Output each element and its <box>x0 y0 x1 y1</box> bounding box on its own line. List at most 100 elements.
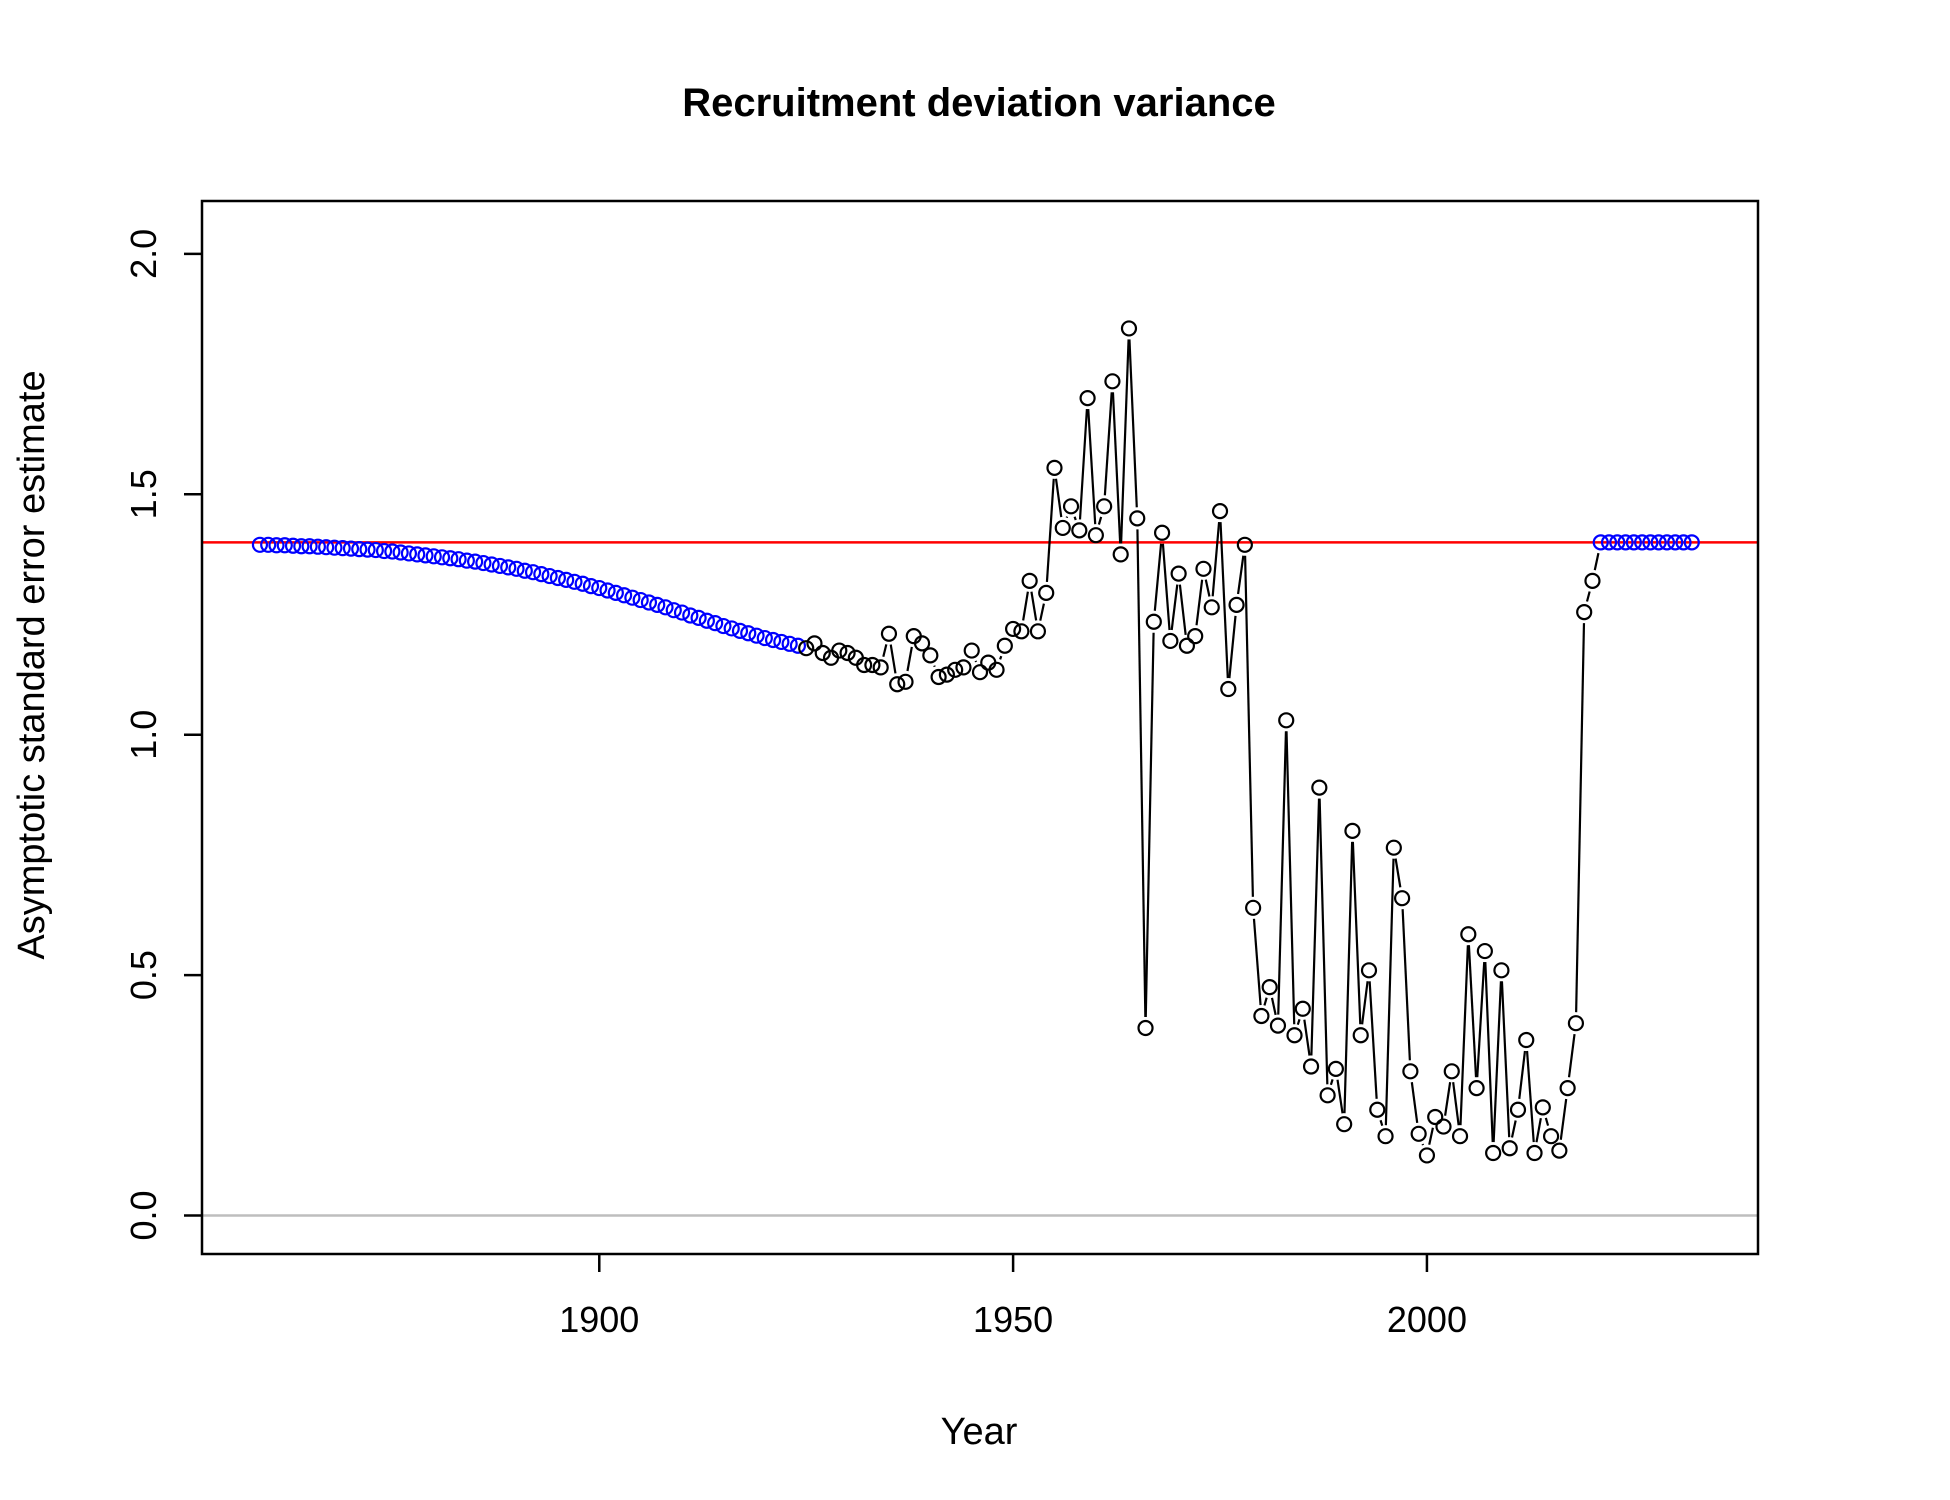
y-axis-label: Asymptotic standard error estimate <box>11 370 53 959</box>
connector-segment <box>1394 858 1402 888</box>
point-early-1893 <box>533 566 550 583</box>
point-main-2012 <box>1518 1031 1535 1049</box>
point-early-1875 <box>384 543 401 560</box>
point-main-1982 <box>1269 1017 1287 1034</box>
point-main-1975 <box>1211 503 1229 520</box>
point-main-1974 <box>1203 599 1220 616</box>
connector-segment <box>1484 962 1494 1143</box>
point-main-1925 <box>798 640 815 657</box>
point-main-1963 <box>1112 546 1129 563</box>
point-early-1890 <box>508 560 525 577</box>
point-main-1987 <box>1311 779 1328 796</box>
x-axis-label: Year <box>941 1411 1018 1453</box>
point-early-1877 <box>400 545 418 562</box>
point-main-2007 <box>1476 942 1493 960</box>
point-main-1950 <box>1005 620 1022 638</box>
point-main-1995 <box>1377 1128 1394 1145</box>
connector-segment <box>1087 409 1097 525</box>
connector-segment <box>1277 731 1288 1015</box>
connector-segment <box>1030 591 1038 621</box>
point-early-1900 <box>591 579 608 597</box>
point-main-1967 <box>1145 613 1162 630</box>
point-main-1977 <box>1228 596 1245 613</box>
point-main-1934 <box>872 659 889 676</box>
connector-segment <box>1318 798 1329 1085</box>
point-main-2018 <box>1567 1015 1585 1032</box>
connector-segment <box>1544 1117 1550 1126</box>
point-main-1976 <box>1220 680 1237 698</box>
point-early-1867 <box>318 539 335 556</box>
connector-segment <box>889 644 897 674</box>
point-main-2005 <box>1460 926 1477 943</box>
point-main-2017 <box>1559 1080 1576 1097</box>
point-forecast-2028 <box>1650 534 1667 551</box>
point-main-1966 <box>1137 1019 1154 1037</box>
connector-segment <box>1153 543 1163 611</box>
point-early-1892 <box>524 564 542 581</box>
point-early-1869 <box>334 540 351 557</box>
point-forecast-2032 <box>1683 534 1700 551</box>
point-early-1873 <box>367 541 384 559</box>
point-forecast-2022 <box>1600 534 1618 551</box>
connector-segment <box>1296 1018 1301 1026</box>
point-early-1919 <box>748 627 765 644</box>
point-early-1899 <box>582 578 600 595</box>
point-forecast-2024 <box>1617 534 1634 551</box>
point-main-1961 <box>1096 498 1113 515</box>
point-main-1989 <box>1327 1060 1344 1077</box>
connector-segment <box>1285 731 1296 1025</box>
point-early-1913 <box>698 612 715 629</box>
point-main-1929 <box>831 642 848 659</box>
connector-segment <box>1329 1079 1334 1086</box>
point-main-1990 <box>1336 1116 1353 1133</box>
point-forecast-2031 <box>1675 534 1692 551</box>
point-early-1870 <box>342 540 360 557</box>
point-main-1986 <box>1302 1058 1320 1075</box>
connector-segment <box>1111 392 1122 544</box>
point-main-2009 <box>1493 962 1510 979</box>
point-early-1902 <box>607 584 624 601</box>
point-main-2002 <box>1435 1118 1452 1135</box>
connector-segment <box>1310 798 1321 1056</box>
point-early-1896 <box>558 571 575 588</box>
point-early-1906 <box>640 594 658 611</box>
point-early-1895 <box>549 569 566 587</box>
connector-segment <box>1518 1050 1527 1099</box>
point-forecast-2026 <box>1634 534 1651 551</box>
point-early-1887 <box>483 556 500 573</box>
y-tick-label-3: 1.5 <box>123 469 164 519</box>
point-main-1955 <box>1046 459 1063 476</box>
point-early-1921 <box>764 631 782 649</box>
point-main-1994 <box>1369 1101 1386 1118</box>
x-tick-label-2: 2000 <box>1387 1299 1467 1340</box>
point-main-1965 <box>1129 510 1146 527</box>
connector-segment <box>1575 623 1586 1013</box>
connector-segment <box>1368 981 1378 1099</box>
connector-segment <box>1336 1079 1344 1114</box>
connector-segment <box>1351 841 1362 1025</box>
point-main-1935 <box>880 625 898 642</box>
point-early-1910 <box>673 604 691 621</box>
point-early-1922 <box>773 633 790 651</box>
connector-segment <box>1073 516 1077 521</box>
connector-segment <box>1103 392 1113 496</box>
point-forecast-2027 <box>1642 534 1659 551</box>
x-tick-label-0: 1900 <box>559 1299 639 1340</box>
point-early-1864 <box>293 538 310 555</box>
point-early-1879 <box>417 547 434 564</box>
connector-segment <box>1144 632 1155 1018</box>
connector-segment <box>1500 981 1511 1138</box>
point-main-1953 <box>1029 623 1047 640</box>
connector-segment <box>1170 584 1179 631</box>
point-main-2010 <box>1501 1140 1518 1157</box>
point-main-1942 <box>938 666 955 683</box>
point-main-1937 <box>897 673 914 690</box>
connector-segment <box>1039 603 1045 621</box>
point-early-1894 <box>541 567 558 585</box>
point-main-1988 <box>1319 1087 1336 1104</box>
point-main-2008 <box>1485 1144 1502 1162</box>
point-main-1985 <box>1294 1000 1311 1017</box>
point-main-1999 <box>1410 1125 1427 1142</box>
